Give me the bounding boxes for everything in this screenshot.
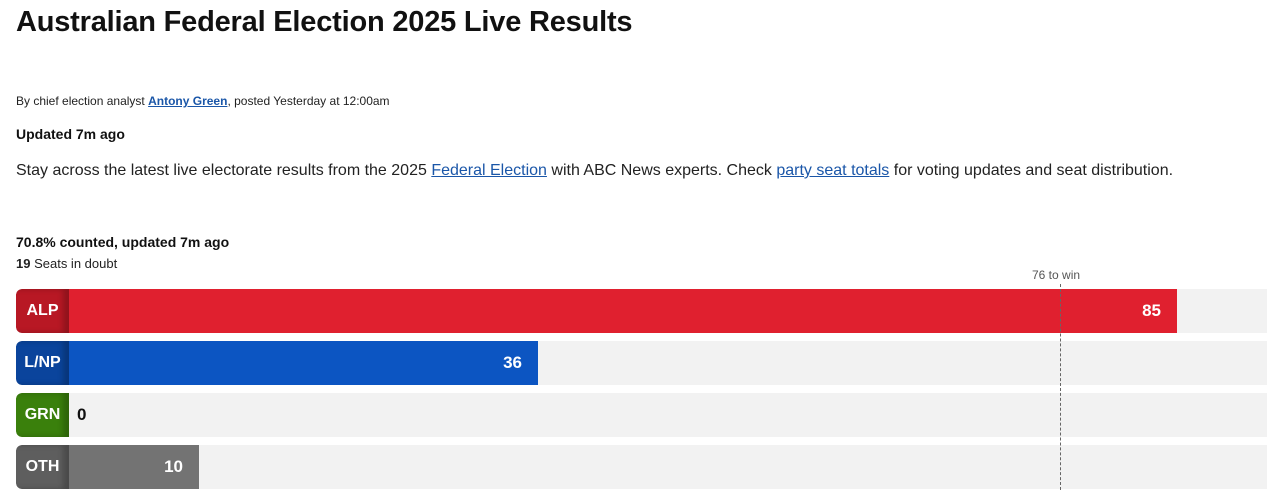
counted-status: 70.8% counted, updated 7m ago: [16, 234, 230, 250]
win-threshold-label: 76 to win: [1032, 268, 1081, 282]
bar-label-lnp: L/NP: [16, 341, 69, 385]
bar-fill-alp: [69, 289, 1177, 333]
bar-row-alp: ALP 85: [16, 289, 1267, 333]
bar-row-grn: GRN 0: [16, 393, 1267, 437]
byline-posted: , posted Yesterday at 12:00am: [227, 94, 390, 108]
seats-in-doubt: 19 Seats in doubt: [16, 256, 117, 271]
party-seat-totals-link[interactable]: party seat totals: [776, 162, 890, 179]
updated-timestamp: Updated 7m ago: [16, 126, 125, 142]
intro-paragraph: Stay across the latest live electorate r…: [16, 162, 1173, 180]
seats-in-doubt-label: Seats in doubt: [30, 256, 118, 271]
bar-fill-lnp: [69, 341, 538, 385]
bar-value-alp: 85: [1142, 301, 1161, 320]
author-link[interactable]: Antony Green: [148, 94, 228, 108]
intro-text-2: with ABC News experts. Check: [546, 162, 777, 179]
bar-row-oth: OTH 10: [16, 445, 1267, 489]
bar-row-lnp: L/NP 36: [16, 341, 1267, 385]
page-title: Australian Federal Election 2025 Live Re…: [16, 6, 633, 38]
federal-election-link[interactable]: Federal Election: [431, 162, 547, 179]
bar-value-oth: 10: [164, 457, 183, 476]
bar-label-oth: OTH: [16, 445, 69, 489]
bar-label-grn: GRN: [16, 393, 69, 437]
bar-fill-oth: [69, 445, 199, 489]
byline: By chief election analyst Antony Green, …: [16, 94, 390, 108]
seats-in-doubt-count: 19: [16, 256, 31, 271]
bar-label-alp: ALP: [16, 289, 69, 333]
byline-prefix: By chief election analyst: [16, 94, 145, 108]
intro-text-1: Stay across the latest live electorate r…: [16, 162, 432, 179]
win-threshold-line: [1060, 284, 1061, 490]
intro-text-3: for voting updates and seat distribution…: [889, 162, 1174, 179]
bar-value-grn: 0: [77, 405, 87, 424]
bar-value-lnp: 36: [503, 353, 522, 372]
